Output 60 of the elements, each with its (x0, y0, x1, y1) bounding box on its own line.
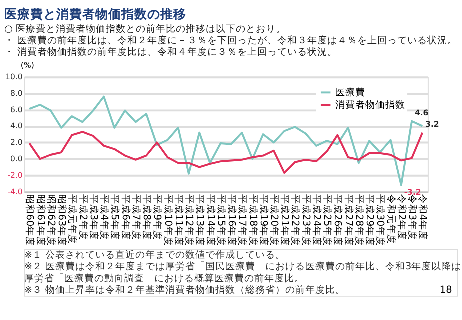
x-tick-label: 平成20年度 (268, 194, 281, 247)
x-tick-label: 平成18年度 (247, 194, 260, 247)
x-tick-label: 平成26年度 (332, 194, 344, 247)
chart-subtitle: ○ 医療費と消費者物価指数との前年比の推移は以下のとおり。 (4, 22, 286, 35)
text: ※２ 医療費は令和２年度までは厚労省「国民医療費」における医療費の前年比、令和3年度以降は厚労省「医療費の動向調査」における概算医療費の前年度比。 (24, 260, 462, 284)
x-tick-label: 平成8年度 (141, 194, 154, 241)
x-tick-label: 平成4年度 (98, 194, 111, 241)
x-tick-label: 平成17年度 (236, 194, 249, 247)
x-tick-label: 平成元年度 (66, 194, 79, 244)
y-tick-label: 6.0 (10, 105, 23, 114)
annotation: 3.2 (426, 120, 440, 130)
x-tick-label: 平成16年度 (226, 194, 238, 247)
y-tick-label: 2.0 (10, 138, 23, 148)
text: ・ 医療費の前年度比は、令和２年度に－３％を下回ったが、令和３年度は４％を上回っている状況。 (4, 34, 458, 47)
x-tick-label: 令和4年度 (417, 194, 430, 241)
y-tick-label: -4.0 (8, 187, 23, 196)
x-tick-label: 平成14年度 (204, 194, 217, 247)
y-tick-label: 4.0 (10, 122, 23, 131)
x-tick-label: 平成5年度 (109, 194, 122, 241)
x-tick-label: 昭和62年度 (45, 194, 58, 247)
x-tick-label: 平成28年度 (353, 194, 366, 247)
x-tick-label: 平成10年度 (162, 194, 174, 247)
text: ※３ 物価上昇率は令和２年基準消費者物価指数（総務省）の前年度比。 (24, 284, 346, 296)
x-tick-label: 平成3年度 (88, 194, 100, 241)
x-tick-label: 平成30年度 (374, 194, 387, 247)
x-tick-label: 平成23年度 (300, 194, 312, 247)
x-tick-label: 令和2年度 (396, 194, 408, 241)
x-tick-label: 平成9年度 (152, 194, 164, 241)
x-tick-label: 令和元年度 (385, 194, 398, 244)
x-tick-label: 令和3年度 (406, 194, 419, 241)
y-tick-label: 8.0 (10, 88, 23, 98)
x-tick-label: 平成12年度 (184, 194, 196, 247)
chart-title: 医療費と消費者物価指数の推移 (4, 6, 187, 22)
legend-label: 医療費 (336, 86, 366, 99)
x-tick-label: 平成27年度 (342, 194, 355, 247)
y-tick-label: 10.0 (6, 72, 23, 82)
x-tick-label: 平成25年度 (322, 194, 334, 247)
text: ・ 消費者物価指数の前年度比は、令和４年度に３％を上回っている状況。 (4, 46, 338, 58)
x-tick-label: 昭和61年度 (34, 194, 47, 247)
x-tick-label: 平成7年度 (130, 194, 142, 241)
x-tick-label: 昭和63年度 (56, 194, 68, 247)
x-tick-label: 平成13年度 (194, 194, 206, 247)
x-tick-label: 平成6年度 (120, 194, 132, 241)
y-tick-label: 0.0 (10, 154, 23, 164)
text: 18 (440, 285, 452, 296)
x-tick-label: 平成29年度 (364, 194, 376, 247)
x-tick-label: 昭和60年度 (24, 194, 36, 247)
line-series (28, 131, 424, 174)
y-axis-title: (%) (20, 60, 34, 70)
y-tick-label: -2.0 (8, 170, 23, 180)
x-tick-label: 平成24年度 (310, 194, 323, 247)
x-tick-label: 平成21年度 (279, 194, 292, 247)
x-tick-label: 平成19年度 (258, 194, 270, 247)
text: ※１ 公表されている直近の年までの数値で作成している。 (24, 249, 286, 262)
legend-label: 消費者物価指数 (336, 99, 406, 112)
x-tick-label: 平成2年度 (77, 194, 90, 241)
annotation: 4.6 (414, 108, 429, 118)
x-tick-label: 平成15年度 (215, 194, 228, 247)
x-tick-label: 平成11年度 (172, 194, 185, 247)
x-tick-label: 平成22年度 (290, 194, 302, 247)
